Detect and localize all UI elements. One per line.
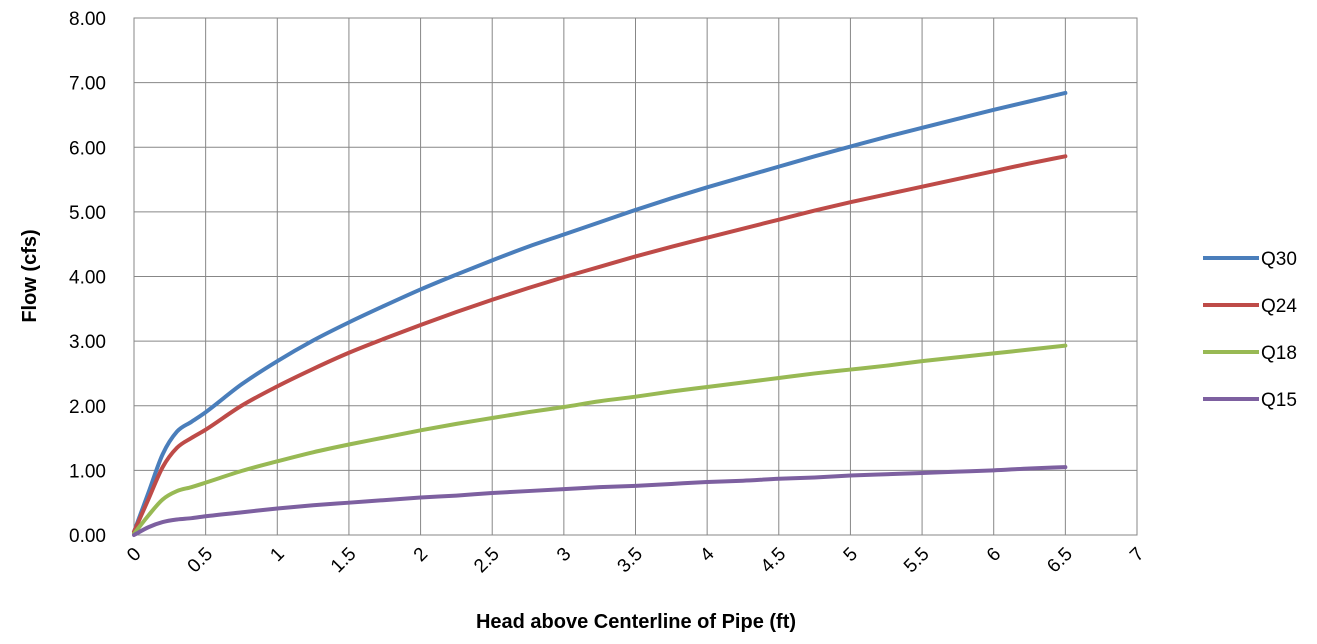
y-tick-label: 4.00 <box>69 268 106 289</box>
y-tick-label: 3.00 <box>69 332 106 353</box>
series-line-q30 <box>132 90 1068 534</box>
legend-label-q18: Q18 <box>1261 343 1297 364</box>
x-tick-label: 0.5 <box>184 544 218 578</box>
x-tick-label: 0 <box>123 544 145 566</box>
legend-label-q24: Q24 <box>1261 296 1297 317</box>
x-axis-title: Head above Centerline of Pipe (ft) <box>476 611 796 633</box>
x-tick-label: 4 <box>696 543 719 566</box>
y-tick-labels: 0.00 1.00 2.00 3.00 4.00 5.00 6.00 7.00 8.00 <box>69 9 106 547</box>
y-tick-label: 0.00 <box>69 526 106 547</box>
legend-label-q30: Q30 <box>1261 249 1297 270</box>
series-line-q15 <box>132 465 1068 537</box>
x-tick-labels: 0 0.5 1 1.5 2 2.5 3 3.5 4 4.5 5 5.5 6 6.5 7 <box>123 543 1148 577</box>
x-tick-label: 7 <box>1126 544 1148 566</box>
legend-label-q15: Q15 <box>1261 390 1297 411</box>
x-tick-label: 5.5 <box>900 544 934 578</box>
x-tick-label: 6 <box>983 544 1005 566</box>
x-tick-label: 5 <box>840 544 862 566</box>
series-line-q18 <box>132 343 1068 536</box>
x-tick-label: 1.5 <box>327 544 361 578</box>
x-tick-label: 2.5 <box>470 544 504 578</box>
x-tick-label: 2 <box>410 544 432 566</box>
y-tick-label: 5.00 <box>69 203 106 224</box>
y-tick-label: 2.00 <box>69 397 106 418</box>
x-tick-label: 1 <box>266 544 288 566</box>
grid-layer <box>133 17 1138 536</box>
series-line-q24 <box>132 154 1068 534</box>
x-tick-label: 3 <box>553 544 575 566</box>
x-tick-label: 4.5 <box>757 544 791 578</box>
y-tick-label: 1.00 <box>69 461 106 482</box>
x-tick-label: 6.5 <box>1043 544 1077 578</box>
series-layer <box>132 90 1068 537</box>
legend: Q30 Q24 Q18 Q15 <box>1203 249 1297 411</box>
y-axis-title: Flow (cfs) <box>19 229 41 322</box>
plot-area-border <box>133 17 1138 536</box>
x-tick-label: 3.5 <box>614 544 648 578</box>
y-tick-label: 8.00 <box>69 9 106 30</box>
y-tick-label: 6.00 <box>69 138 106 159</box>
y-tick-label: 7.00 <box>69 74 106 95</box>
